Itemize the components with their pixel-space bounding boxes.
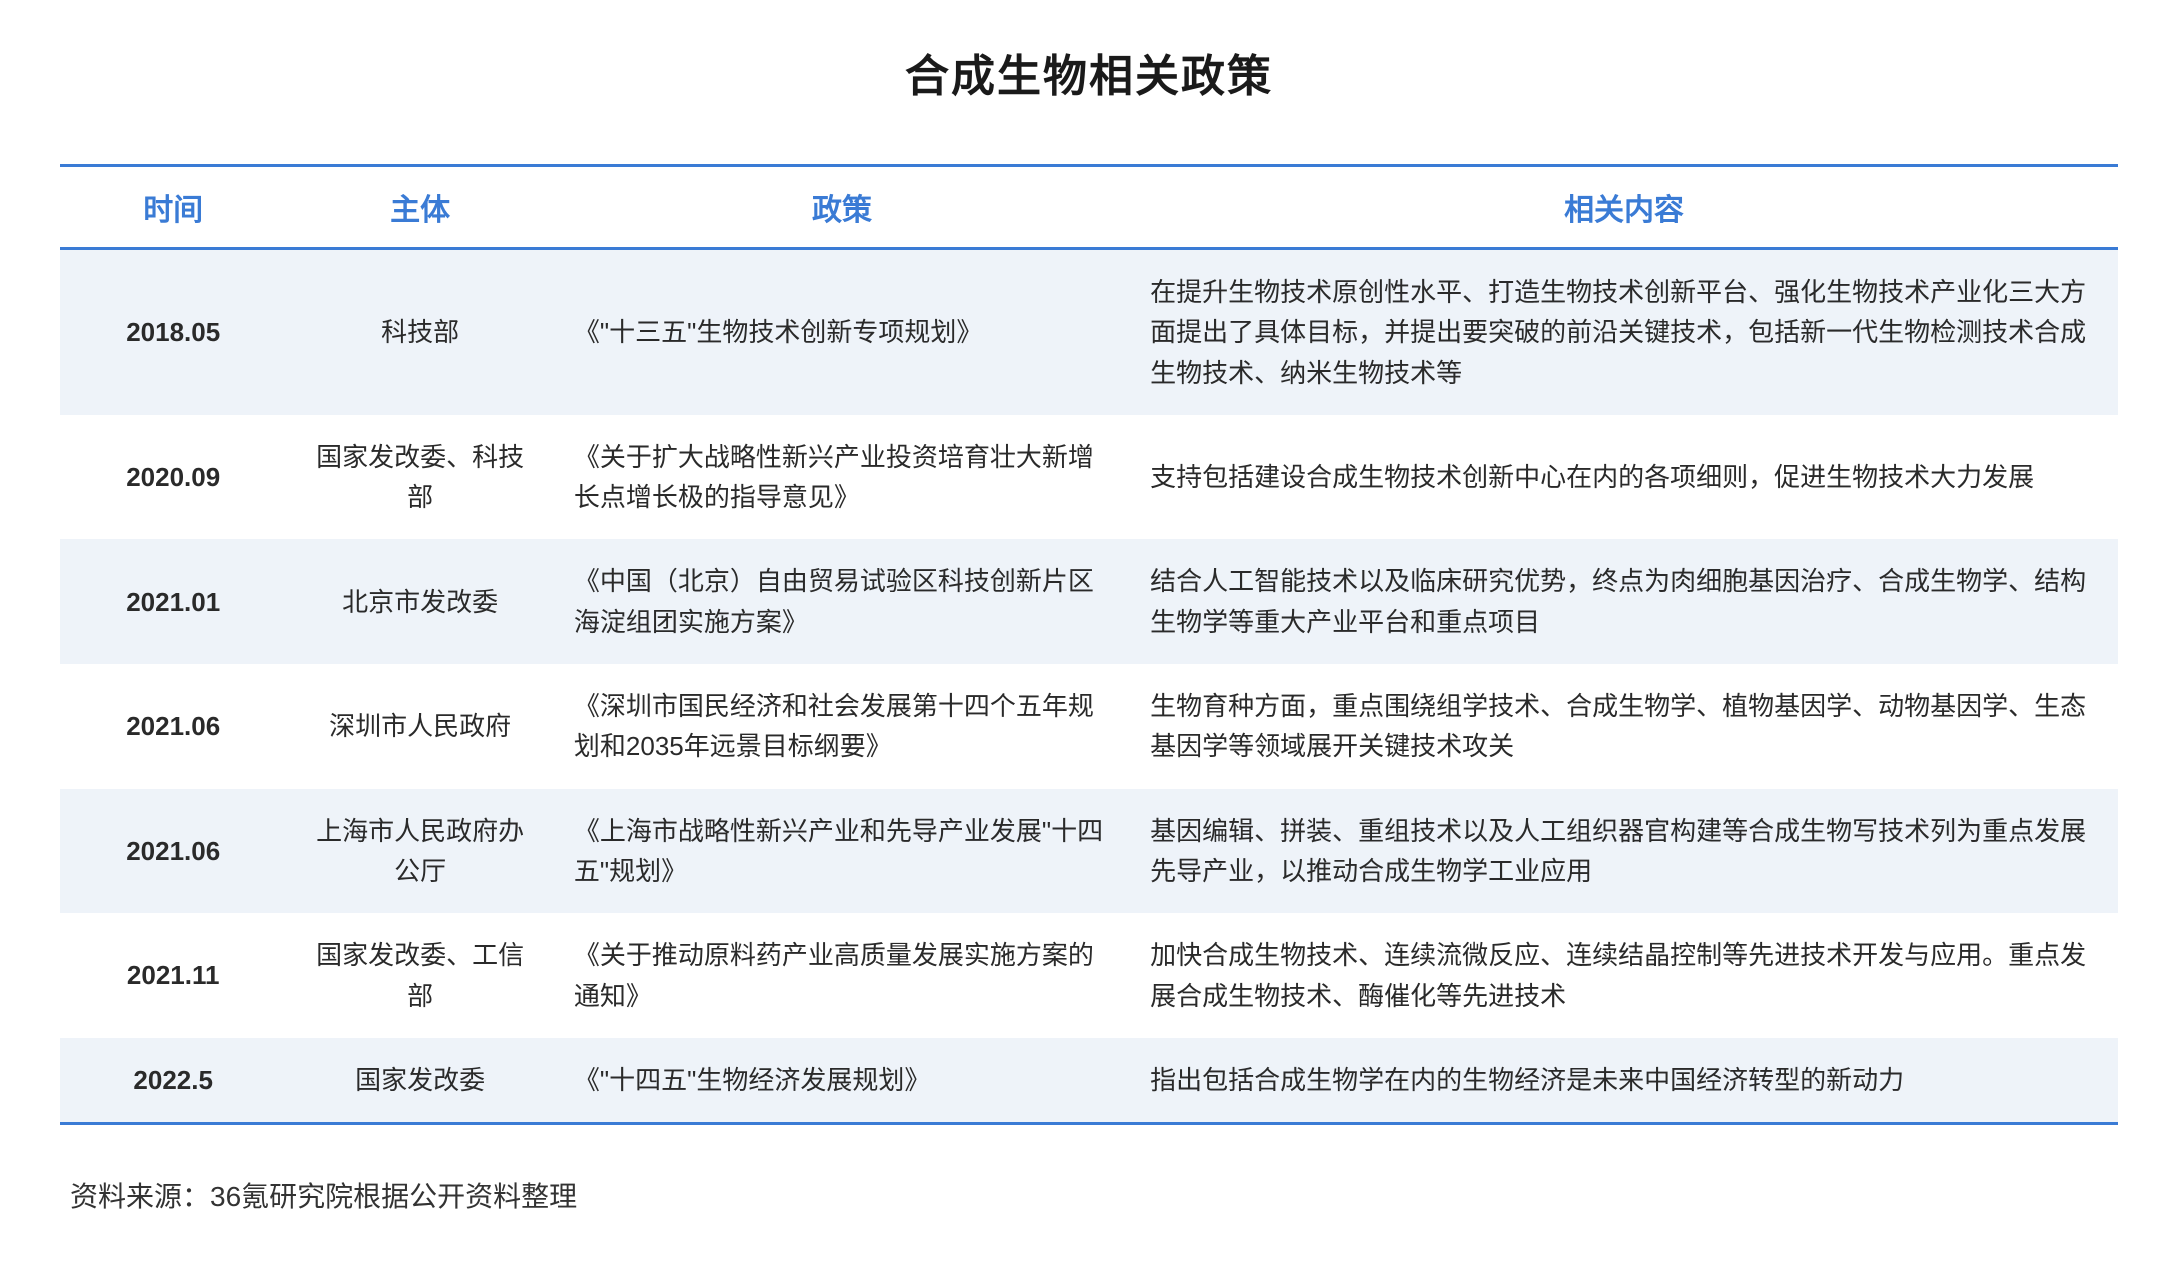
cell-content: 指出包括合成生物学在内的生物经济是未来中国经济转型的新动力 (1130, 1038, 2118, 1124)
source-note: 资料来源：36氪研究院根据公开资料整理 (60, 1175, 2118, 1215)
cell-entity: 国家发改委 (286, 1038, 554, 1124)
cell-policy: 《上海市战略性新兴产业和先导产业发展"十四五"规划》 (554, 789, 1130, 914)
table-row: 2021.11 国家发改委、工信部 《关于推动原料药产业高质量发展实施方案的通知… (60, 913, 2118, 1038)
cell-policy: 《关于扩大战略性新兴产业投资培育壮大新增长点增长极的指导意见》 (554, 415, 1130, 540)
cell-content: 支持包括建设合成生物技术创新中心在内的各项细则，促进生物技术大力发展 (1130, 415, 2118, 540)
cell-policy: 《深圳市国民经济和社会发展第十四个五年规划和2035年远景目标纲要》 (554, 664, 1130, 789)
cell-time: 2020.09 (60, 415, 286, 540)
cell-policy: 《"十四五"生物经济发展规划》 (554, 1038, 1130, 1124)
table-row: 2021.01 北京市发改委 《中国（北京）自由贸易试验区科技创新片区海淀组团实… (60, 539, 2118, 664)
cell-entity: 国家发改委、工信部 (286, 913, 554, 1038)
cell-policy: 《"十三五"生物技术创新专项规划》 (554, 249, 1130, 415)
cell-content: 结合人工智能技术以及临床研究优势，终点为肉细胞基因治疗、合成生物学、结构生物学等… (1130, 539, 2118, 664)
cell-time: 2022.5 (60, 1038, 286, 1124)
col-header-time: 时间 (60, 166, 286, 249)
cell-time: 2021.11 (60, 913, 286, 1038)
col-header-content: 相关内容 (1130, 166, 2118, 249)
col-header-entity: 主体 (286, 166, 554, 249)
cell-entity: 北京市发改委 (286, 539, 554, 664)
table-row: 2021.06 深圳市人民政府 《深圳市国民经济和社会发展第十四个五年规划和20… (60, 664, 2118, 789)
cell-content: 基因编辑、拼装、重组技术以及人工组织器官构建等合成生物写技术列为重点发展先导产业… (1130, 789, 2118, 914)
page-title: 合成生物相关政策 (60, 40, 2118, 104)
table-row: 2021.06 上海市人民政府办公厅 《上海市战略性新兴产业和先导产业发展"十四… (60, 789, 2118, 914)
cell-entity: 上海市人民政府办公厅 (286, 789, 554, 914)
cell-time: 2018.05 (60, 249, 286, 415)
cell-content: 加快合成生物技术、连续流微反应、连续结晶控制等先进技术开发与应用。重点发展合成生… (1130, 913, 2118, 1038)
col-header-policy: 政策 (554, 166, 1130, 249)
table-row: 2022.5 国家发改委 《"十四五"生物经济发展规划》 指出包括合成生物学在内… (60, 1038, 2118, 1124)
cell-entity: 国家发改委、科技部 (286, 415, 554, 540)
cell-content: 在提升生物技术原创性水平、打造生物技术创新平台、强化生物技术产业化三大方面提出了… (1130, 249, 2118, 415)
cell-entity: 科技部 (286, 249, 554, 415)
table-row: 2018.05 科技部 《"十三五"生物技术创新专项规划》 在提升生物技术原创性… (60, 249, 2118, 415)
cell-time: 2021.01 (60, 539, 286, 664)
cell-time: 2021.06 (60, 789, 286, 914)
cell-content: 生物育种方面，重点围绕组学技术、合成生物学、植物基因学、动物基因学、生态基因学等… (1130, 664, 2118, 789)
policy-table: 时间 主体 政策 相关内容 2018.05 科技部 《"十三五"生物技术创新专项… (60, 164, 2118, 1125)
cell-policy: 《中国（北京）自由贸易试验区科技创新片区海淀组团实施方案》 (554, 539, 1130, 664)
table-row: 2020.09 国家发改委、科技部 《关于扩大战略性新兴产业投资培育壮大新增长点… (60, 415, 2118, 540)
table-header-row: 时间 主体 政策 相关内容 (60, 166, 2118, 249)
cell-time: 2021.06 (60, 664, 286, 789)
cell-policy: 《关于推动原料药产业高质量发展实施方案的通知》 (554, 913, 1130, 1038)
cell-entity: 深圳市人民政府 (286, 664, 554, 789)
